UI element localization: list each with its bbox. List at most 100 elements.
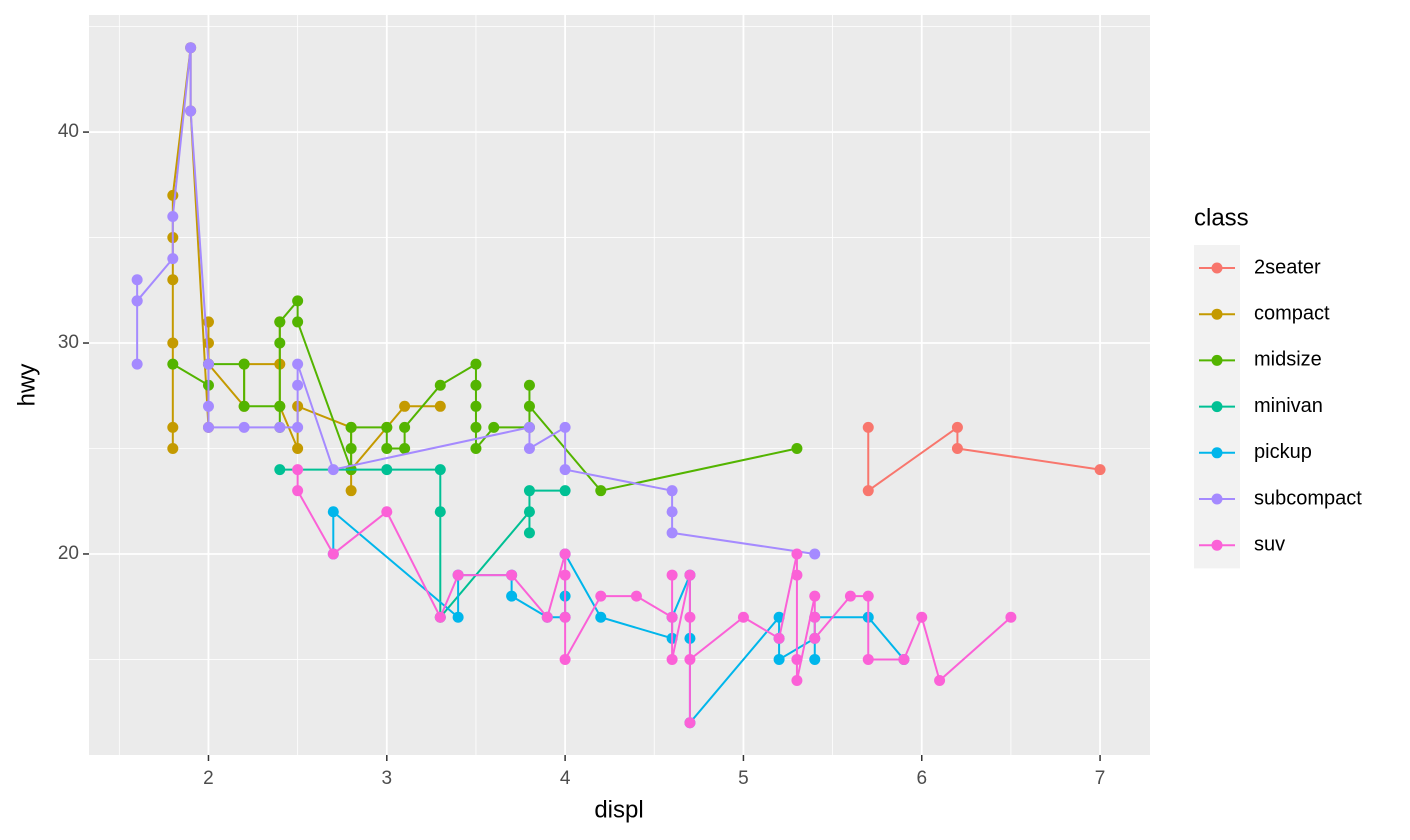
point xyxy=(327,506,339,518)
point xyxy=(434,379,446,391)
y-tick-label: 20 xyxy=(58,543,79,564)
point xyxy=(523,485,535,497)
point xyxy=(381,442,393,454)
point xyxy=(791,653,803,665)
point xyxy=(916,611,928,623)
point xyxy=(167,358,179,370)
point xyxy=(666,653,678,665)
point xyxy=(523,506,535,518)
point xyxy=(541,611,553,623)
point xyxy=(292,442,304,454)
point xyxy=(1094,464,1106,476)
point xyxy=(167,189,179,201)
point xyxy=(131,358,143,370)
legend-label: midsize xyxy=(1254,349,1322,371)
point xyxy=(185,42,197,54)
series-line xyxy=(172,298,798,492)
point xyxy=(202,421,214,433)
point xyxy=(862,653,874,665)
point xyxy=(844,590,856,602)
point xyxy=(559,485,571,497)
point xyxy=(399,442,411,454)
point xyxy=(167,210,179,222)
legend-key-point xyxy=(1211,539,1223,551)
legend-key-point xyxy=(1211,354,1223,366)
point xyxy=(452,569,464,581)
grid xyxy=(89,15,1150,755)
point xyxy=(345,421,357,433)
legend: class 2seater compact midsize minivan pickup… xyxy=(1194,204,1362,569)
legend-label: 2seater xyxy=(1254,256,1321,278)
point xyxy=(292,379,304,391)
legend-key-point xyxy=(1211,262,1223,274)
point xyxy=(666,569,678,581)
point xyxy=(238,421,250,433)
point xyxy=(470,379,482,391)
x-tick-label: 6 xyxy=(916,768,927,789)
point xyxy=(862,590,874,602)
point xyxy=(809,653,821,665)
point xyxy=(434,400,446,412)
point xyxy=(791,675,803,687)
point xyxy=(470,400,482,412)
point xyxy=(559,653,571,665)
point xyxy=(862,485,874,497)
legend-key-point xyxy=(1211,447,1223,459)
point xyxy=(292,358,304,370)
point xyxy=(523,400,535,412)
point xyxy=(559,421,571,433)
point xyxy=(274,316,286,328)
x-tick-label: 4 xyxy=(560,768,571,789)
point xyxy=(167,253,179,265)
point xyxy=(381,506,393,518)
point xyxy=(666,485,678,497)
point xyxy=(292,295,304,307)
point xyxy=(1005,611,1017,623)
point xyxy=(202,337,214,349)
point xyxy=(506,569,518,581)
point xyxy=(862,421,874,433)
point xyxy=(131,274,143,286)
y-axis-title: hwy xyxy=(13,364,40,407)
point xyxy=(666,611,678,623)
point xyxy=(809,548,821,560)
point xyxy=(523,379,535,391)
point xyxy=(684,569,696,581)
point xyxy=(381,464,393,476)
point xyxy=(523,527,535,539)
legend-label: pickup xyxy=(1254,441,1312,463)
point xyxy=(809,611,821,623)
y-tick-label: 30 xyxy=(58,332,79,353)
point xyxy=(559,569,571,581)
point xyxy=(595,611,607,623)
axes: 2 3 4 5 6 7 20 30 40 xyxy=(58,121,1106,789)
point xyxy=(506,590,518,602)
y-tick-label: 40 xyxy=(58,121,79,142)
point xyxy=(345,485,357,497)
point xyxy=(559,611,571,623)
point xyxy=(666,527,678,539)
point xyxy=(274,337,286,349)
point xyxy=(630,590,642,602)
point xyxy=(523,421,535,433)
point xyxy=(274,421,286,433)
point xyxy=(773,632,785,644)
point xyxy=(791,548,803,560)
marks xyxy=(131,42,1106,729)
point xyxy=(737,611,749,623)
point xyxy=(167,337,179,349)
x-tick-label: 2 xyxy=(203,768,214,789)
legend-label: subcompact xyxy=(1254,487,1362,509)
point xyxy=(399,421,411,433)
x-tick-label: 3 xyxy=(382,768,393,789)
point xyxy=(791,569,803,581)
point xyxy=(595,590,607,602)
point xyxy=(773,653,785,665)
point xyxy=(202,358,214,370)
point xyxy=(327,464,339,476)
point xyxy=(470,358,482,370)
point xyxy=(238,400,250,412)
point xyxy=(470,442,482,454)
legend-key-point xyxy=(1211,493,1223,505)
